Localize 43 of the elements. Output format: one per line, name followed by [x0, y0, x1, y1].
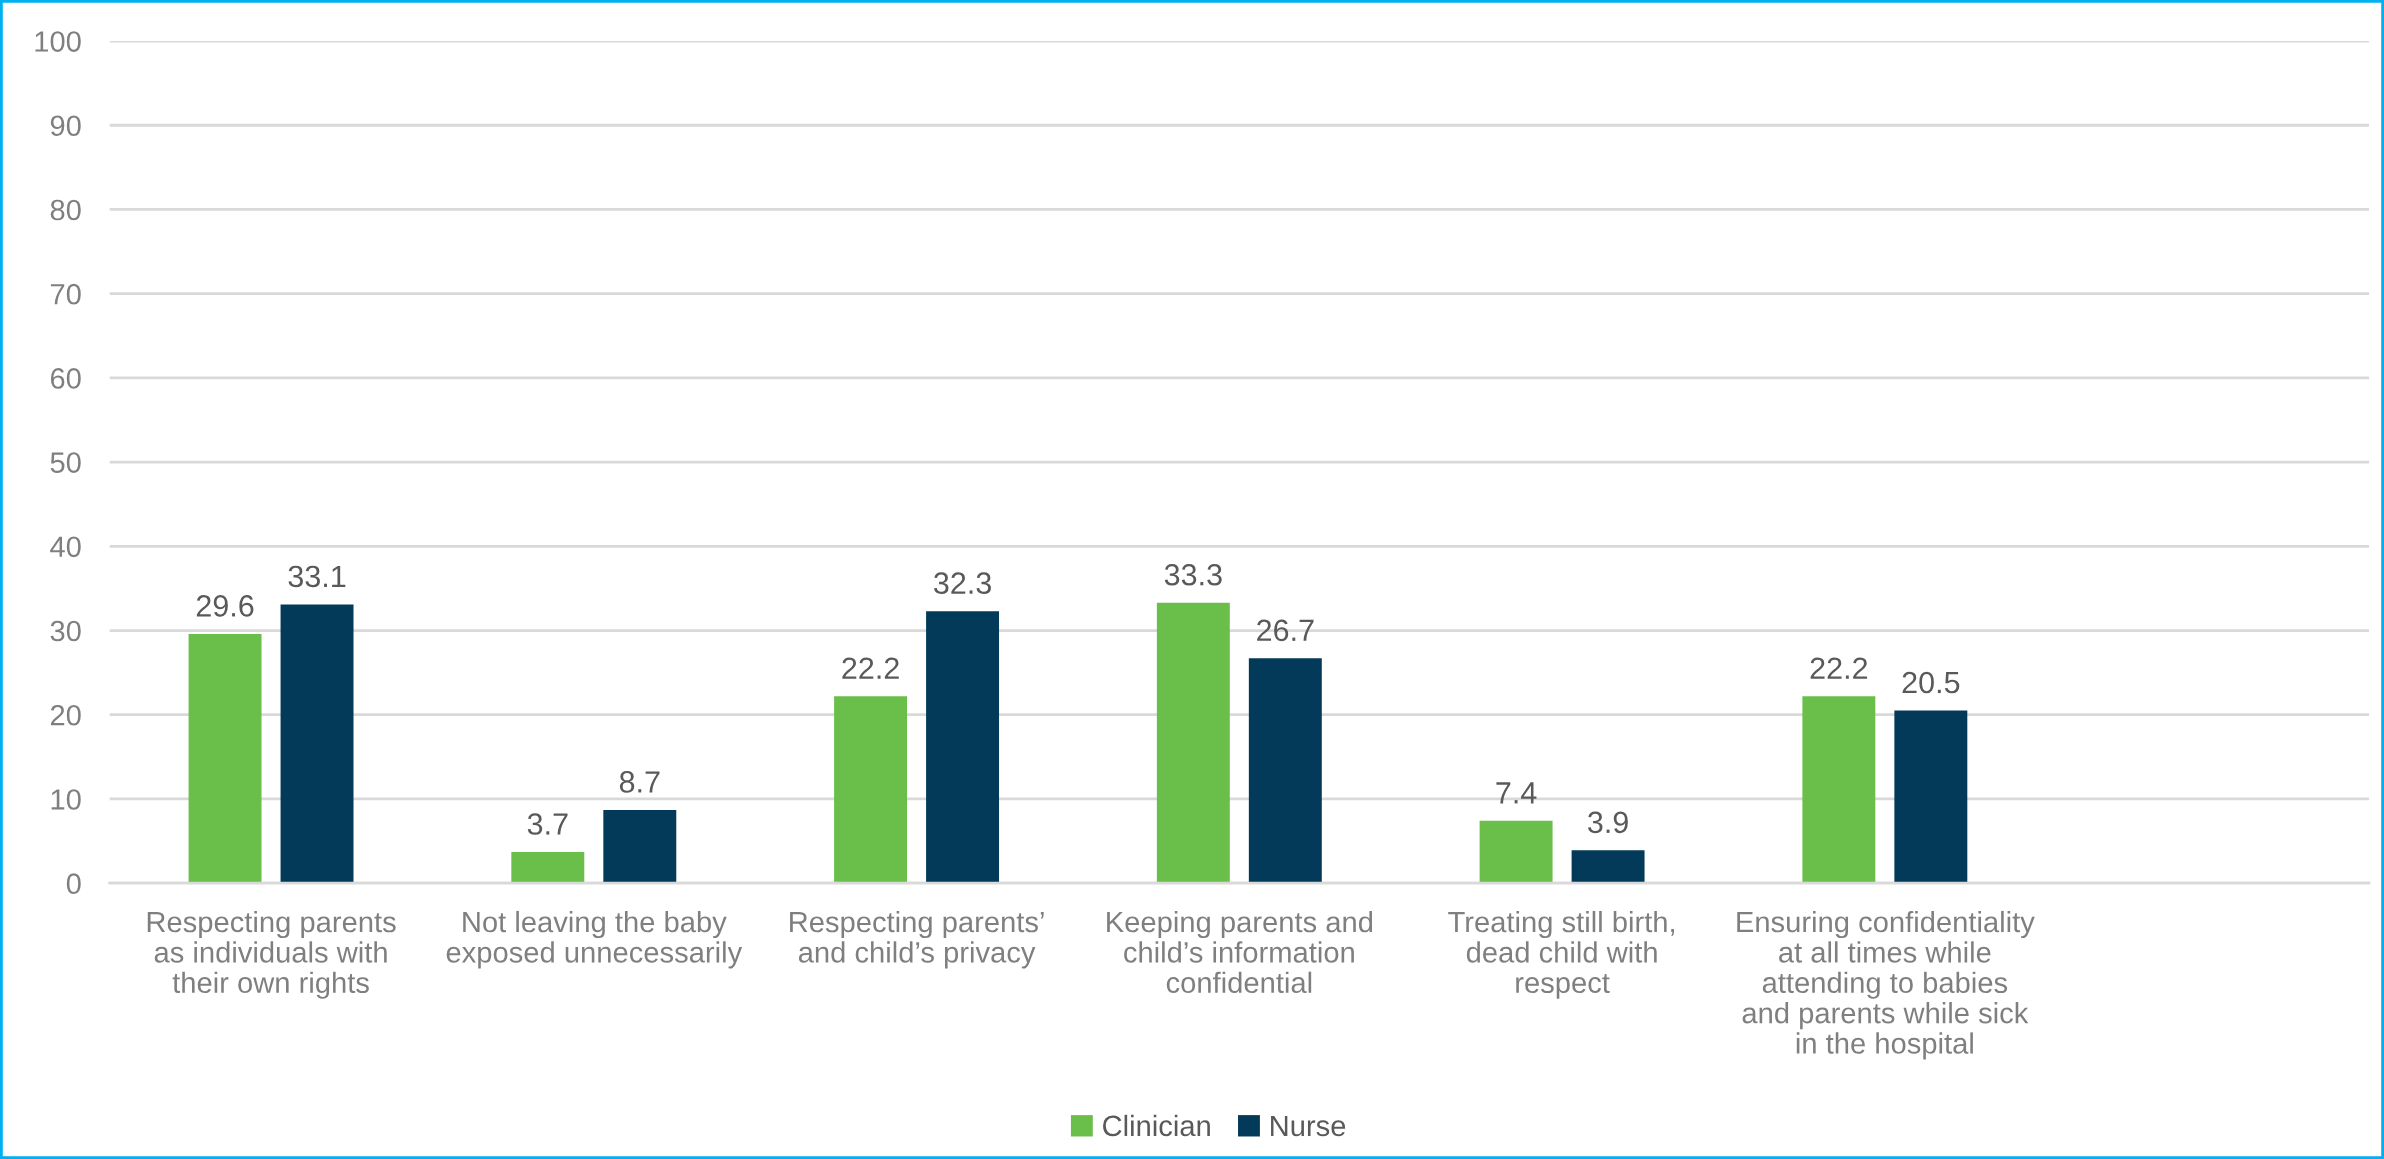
- bar: [834, 696, 908, 884]
- bar: [1479, 820, 1553, 884]
- x-tick-label: Respecting parents as individuals with their own rights: [147, 910, 396, 999]
- x-tick-label: Ensuring confidentiality at all times while attending to babies and parents while sick in the hospital: [1737, 910, 2035, 1060]
- data-label: 22.2: [842, 657, 899, 679]
- data-label: 8.7: [619, 771, 660, 793]
- data-label: 32.3: [933, 572, 991, 594]
- x-tick-label: Respecting parents’ and child’s privacy: [790, 910, 1044, 969]
- y-tick-label: 20: [50, 704, 81, 726]
- y-tick-label: 100: [35, 31, 81, 52]
- bar: [1802, 696, 1876, 884]
- bar: [1156, 602, 1230, 884]
- x-tick-label: Not leaving the baby exposed unnecessarily: [446, 910, 743, 969]
- data-label: 29.6: [196, 595, 254, 617]
- bar: [511, 852, 585, 884]
- data-label: 26.7: [1257, 619, 1314, 642]
- y-tick-label: 80: [50, 199, 81, 221]
- bar: [280, 604, 354, 884]
- y-tick-label: 50: [50, 452, 81, 473]
- data-label: 7.4: [1496, 782, 1537, 804]
- x-tick-label: Keeping parents and child’s information confidential: [1107, 910, 1373, 994]
- y-tick-label: 0: [66, 873, 81, 895]
- bar: [926, 611, 1000, 884]
- y-tick-label: 30: [50, 620, 81, 642]
- data-label: 33.1: [288, 565, 346, 588]
- bar: [188, 633, 262, 884]
- legend-label: Clinician: [1103, 1114, 1210, 1137]
- bar: [1248, 658, 1322, 884]
- data-label: 22.2: [1810, 657, 1868, 679]
- data-label: 20.5: [1902, 671, 1960, 694]
- y-tick-label: 70: [50, 283, 81, 305]
- legend-label: Nurse: [1271, 1115, 1346, 1137]
- bar: [1894, 710, 1968, 884]
- y-tick-label: 90: [50, 115, 81, 137]
- y-tick-label: 60: [50, 368, 81, 389]
- data-label: 3.7: [527, 813, 568, 835]
- bar: [1571, 850, 1645, 884]
- bar: [603, 809, 677, 884]
- y-tick-label: 10: [51, 789, 81, 810]
- data-label: 33.3: [1164, 563, 1222, 586]
- y-tick-label: 40: [50, 536, 81, 558]
- data-label: 3.9: [1588, 811, 1628, 834]
- x-tick-label: Treating still birth, dead child with respect: [1448, 910, 1675, 999]
